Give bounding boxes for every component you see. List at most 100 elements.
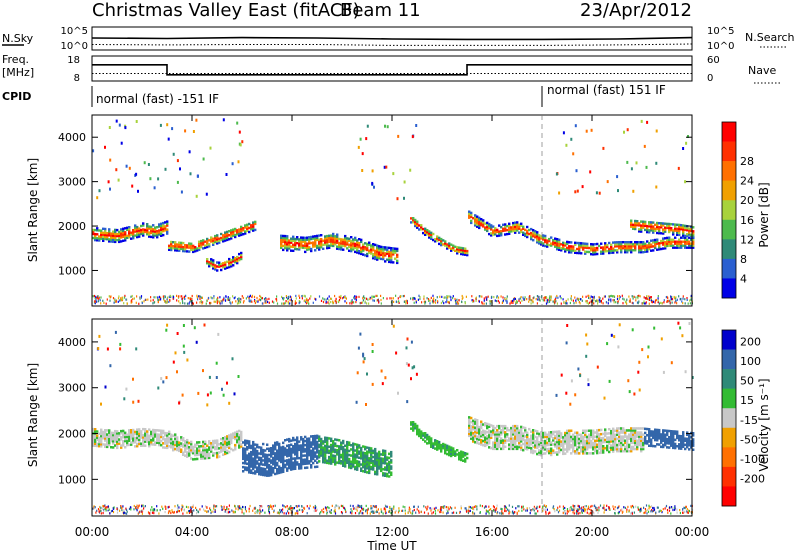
data-cell (637, 302, 639, 305)
data-cell (256, 296, 258, 300)
data-cell (284, 449, 287, 452)
data-cell (538, 238, 541, 241)
data-cell (666, 242, 669, 246)
data-cell (598, 433, 601, 436)
data-cell (546, 243, 549, 246)
data-cell (276, 451, 279, 454)
data-cell (164, 434, 167, 437)
data-cell (648, 436, 651, 439)
data-cell (600, 242, 603, 245)
data-cell (430, 231, 433, 234)
data-cell (532, 449, 535, 453)
data-cell (324, 461, 327, 464)
data-cell (216, 269, 219, 272)
data-cell (579, 302, 581, 305)
data-cell (160, 431, 163, 435)
data-cell (202, 453, 205, 456)
data-cell (136, 231, 139, 235)
data-cell (524, 447, 527, 450)
data-cell (444, 242, 447, 245)
data-cell (484, 442, 487, 446)
data-cell (162, 221, 165, 225)
data-cell (620, 445, 623, 449)
data-cell (352, 465, 355, 468)
data-cell (296, 248, 299, 251)
data-cell (156, 441, 159, 444)
data-cell (112, 435, 115, 439)
data-cell (348, 462, 351, 465)
data-cell (164, 440, 167, 443)
data-cell (368, 241, 371, 244)
data-cell (252, 223, 255, 226)
data-cell (116, 440, 119, 443)
data-cell (590, 439, 593, 443)
data-cell (210, 301, 212, 305)
data-cell (266, 457, 269, 461)
data-cell (94, 302, 96, 305)
data-cell (208, 239, 211, 242)
data-cell (274, 454, 277, 457)
data-cell (620, 443, 623, 447)
data-cell (154, 228, 157, 231)
data-cell (294, 247, 297, 251)
data-cell (308, 302, 310, 305)
data-cell (516, 225, 519, 228)
data-cell (304, 300, 307, 304)
data-cell (180, 245, 183, 249)
data-cell (364, 242, 367, 245)
data-cell (328, 455, 331, 459)
data-cell (348, 460, 351, 463)
data-cell (258, 458, 261, 461)
data-cell (216, 238, 219, 241)
data-cell (646, 297, 648, 300)
data-cell (670, 240, 673, 243)
data-cell (414, 222, 417, 226)
data-cell (686, 441, 689, 445)
data-cell (244, 456, 247, 459)
data-cell (320, 444, 323, 447)
data-cell (372, 449, 375, 453)
data-cell (278, 465, 281, 468)
data-cell (228, 442, 231, 445)
data-cell (618, 433, 621, 436)
data-cell (338, 243, 341, 247)
data-cell (642, 445, 645, 449)
data-cell (221, 300, 223, 303)
data-cell (588, 437, 591, 441)
data-cell (386, 456, 389, 459)
data-cell (192, 250, 195, 254)
data-cell (428, 435, 431, 439)
data-cell (314, 441, 317, 444)
data-cell (236, 440, 239, 444)
data-cell (652, 225, 655, 228)
data-cell (250, 444, 253, 448)
data-cell (504, 229, 507, 232)
data-cell (548, 443, 551, 447)
nsky-series-line (91, 36, 693, 41)
data-cell (126, 439, 129, 443)
data-cell (458, 248, 461, 251)
data-cell (500, 295, 502, 298)
data-cell (254, 455, 257, 459)
data-cell (450, 249, 453, 252)
data-cell (244, 441, 247, 444)
data-cell (420, 430, 423, 433)
data-cell (288, 239, 291, 242)
data-cell (536, 241, 539, 244)
data-cell (354, 297, 356, 300)
data-cell (126, 234, 129, 237)
data-cell (666, 433, 669, 437)
data-cell (462, 459, 465, 462)
data-cell (208, 442, 211, 445)
data-cell (492, 424, 495, 428)
data-cell (204, 440, 207, 443)
data-cell (164, 442, 167, 445)
data-cell (452, 451, 455, 454)
data-cell (674, 297, 676, 300)
data-cell (390, 259, 393, 262)
data-cell (196, 249, 199, 252)
data-cell (692, 242, 695, 245)
data-cell (634, 247, 637, 250)
data-cell (438, 443, 441, 446)
data-cell (528, 295, 530, 299)
